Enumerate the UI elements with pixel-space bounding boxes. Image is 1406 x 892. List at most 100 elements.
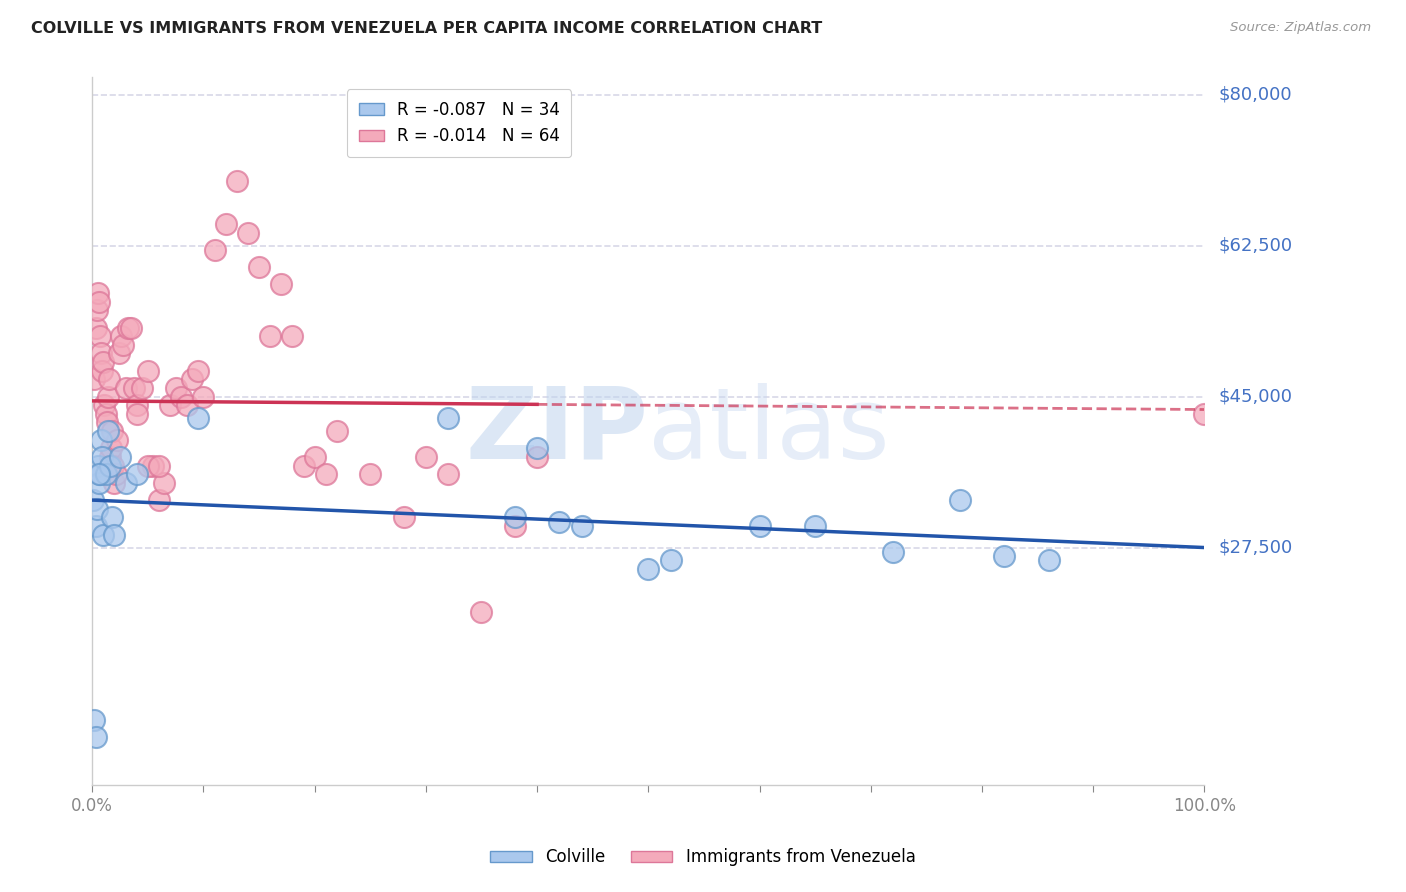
Point	[105, 433, 128, 447]
Point	[571, 519, 593, 533]
Point	[548, 515, 571, 529]
Point	[83, 713, 105, 727]
Text: $62,500: $62,500	[1219, 236, 1292, 254]
Point	[91, 355, 114, 369]
Point	[503, 519, 526, 533]
Point	[114, 381, 136, 395]
Point	[176, 398, 198, 412]
Point	[114, 475, 136, 490]
Point	[90, 433, 112, 447]
Point	[1194, 407, 1216, 421]
Point	[98, 450, 121, 464]
Point	[83, 372, 105, 386]
Point	[108, 346, 131, 360]
Point	[89, 467, 111, 482]
Point	[214, 217, 236, 231]
Point	[98, 458, 121, 473]
Point	[97, 424, 120, 438]
Point	[125, 407, 148, 421]
Point	[392, 510, 415, 524]
Point	[103, 475, 125, 490]
Point	[110, 329, 132, 343]
Point	[470, 605, 492, 619]
Point	[84, 731, 107, 745]
Point	[142, 458, 165, 473]
Point	[259, 329, 281, 343]
Point	[131, 381, 153, 395]
Point	[437, 411, 460, 425]
Point	[415, 450, 437, 464]
Point	[304, 450, 326, 464]
Point	[136, 364, 159, 378]
Point	[748, 519, 770, 533]
Point	[187, 411, 209, 425]
Point	[86, 501, 108, 516]
Point	[437, 467, 460, 482]
Point	[84, 519, 107, 533]
Point	[87, 458, 110, 473]
Point	[637, 562, 659, 576]
Point	[225, 174, 247, 188]
Point	[91, 527, 114, 541]
Point	[103, 527, 125, 541]
Point	[526, 450, 548, 464]
Point	[526, 442, 548, 456]
Legend: R = -0.087   N = 34, R = -0.014   N = 64: R = -0.087 N = 34, R = -0.014 N = 64	[347, 89, 571, 157]
Point	[193, 390, 215, 404]
Text: COLVILLE VS IMMIGRANTS FROM VENEZUELA PER CAPITA INCOME CORRELATION CHART: COLVILLE VS IMMIGRANTS FROM VENEZUELA PE…	[31, 21, 823, 36]
Point	[117, 320, 139, 334]
Text: ZIP: ZIP	[465, 383, 648, 480]
Point	[993, 549, 1015, 564]
Point	[181, 372, 204, 386]
Point	[270, 277, 292, 292]
Point	[170, 390, 193, 404]
Point	[1038, 553, 1060, 567]
Point	[326, 424, 349, 438]
Point	[91, 450, 114, 464]
Point	[148, 458, 170, 473]
Point	[91, 364, 114, 378]
Point	[882, 545, 904, 559]
Point	[136, 458, 159, 473]
Point	[87, 286, 110, 301]
Point	[159, 398, 181, 412]
Point	[93, 398, 115, 412]
Text: $45,000: $45,000	[1219, 388, 1292, 406]
Point	[104, 467, 127, 482]
Point	[86, 303, 108, 318]
Point	[96, 416, 118, 430]
Point	[292, 458, 315, 473]
Point	[103, 458, 125, 473]
Point	[153, 475, 176, 490]
Point	[804, 519, 827, 533]
Point	[97, 372, 120, 386]
Point	[94, 407, 117, 421]
Point	[94, 467, 117, 482]
Point	[236, 226, 259, 240]
Point	[659, 553, 682, 567]
Point	[148, 493, 170, 508]
Point	[87, 467, 110, 482]
Point	[108, 450, 131, 464]
Point	[247, 260, 270, 275]
Text: Source: ZipAtlas.com: Source: ZipAtlas.com	[1230, 21, 1371, 34]
Point	[82, 493, 104, 508]
Point	[112, 338, 135, 352]
Point	[125, 398, 148, 412]
Point	[315, 467, 337, 482]
Point	[87, 475, 110, 490]
Point	[187, 364, 209, 378]
Point	[101, 424, 124, 438]
Point	[124, 381, 146, 395]
Point	[100, 442, 122, 456]
Point	[503, 510, 526, 524]
Point	[949, 493, 972, 508]
Point	[359, 467, 381, 482]
Point	[101, 510, 124, 524]
Point	[89, 329, 111, 343]
Point	[84, 320, 107, 334]
Point	[281, 329, 304, 343]
Point	[125, 467, 148, 482]
Text: $27,500: $27,500	[1219, 539, 1292, 557]
Point	[204, 243, 226, 257]
